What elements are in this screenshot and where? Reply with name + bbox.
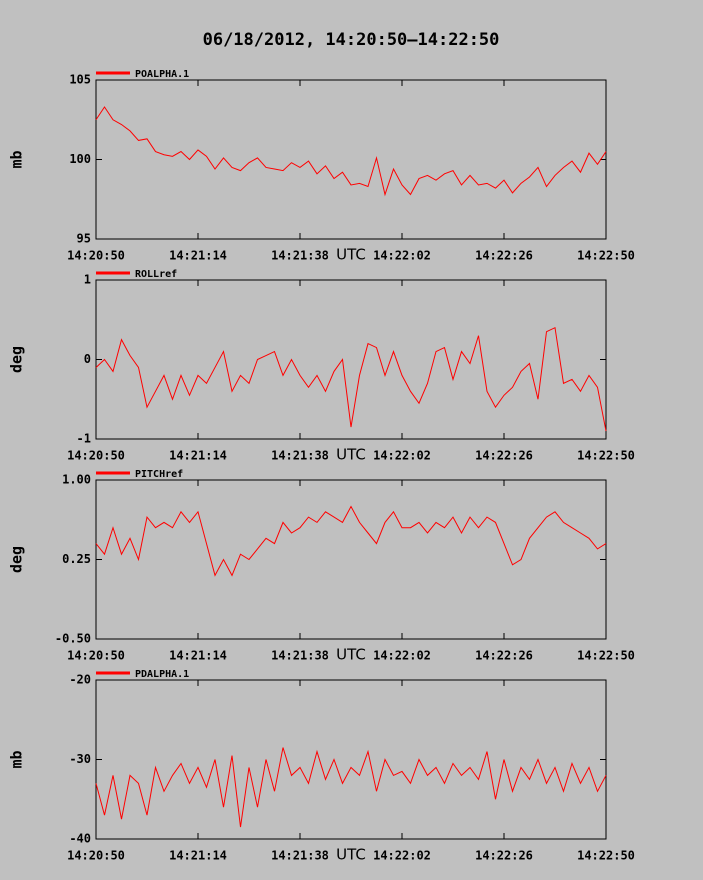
legend-label: POALPHA.1	[135, 69, 189, 80]
x-axis-label: UTC	[336, 246, 366, 264]
x-tick-label: 14:20:50	[67, 649, 125, 663]
plot-area	[95, 79, 607, 240]
y-tick-label: 0.25	[62, 552, 91, 566]
x-tick-label: 14:22:26	[475, 449, 533, 463]
figure-title: 06/18/2012, 14:20:50–14:22:50	[203, 30, 500, 50]
y-tick-label: 95	[77, 232, 91, 246]
x-tick-label: 14:21:38	[271, 249, 329, 263]
x-tick-label: 14:20:50	[67, 849, 125, 863]
x-tick-label: 14:22:50	[577, 649, 635, 663]
x-axis-label: UTC	[336, 446, 366, 464]
x-tick-label: 14:22:50	[577, 849, 635, 863]
y-tick-label: -1	[77, 432, 91, 446]
x-tick-label: 14:21:14	[169, 849, 227, 863]
x-tick-label: 14:20:50	[67, 449, 125, 463]
plot-area	[95, 279, 607, 440]
x-tick-label: 14:22:50	[577, 449, 635, 463]
y-tick-label: 105	[69, 73, 91, 87]
y-tick-label: 0	[84, 352, 91, 366]
y-tick-label: 1.00	[62, 473, 91, 487]
x-tick-label: 14:22:26	[475, 249, 533, 263]
x-tick-label: 14:21:38	[271, 449, 329, 463]
x-tick-label: 14:22:02	[373, 649, 431, 663]
x-tick-label: 14:22:26	[475, 649, 533, 663]
y-axis-label: mb	[8, 750, 26, 768]
x-tick-label: 14:20:50	[67, 249, 125, 263]
y-axis-label: deg	[8, 346, 26, 373]
y-axis-label: deg	[8, 546, 26, 573]
x-tick-label: 14:21:14	[169, 449, 227, 463]
x-tick-label: 14:21:14	[169, 649, 227, 663]
data-line	[95, 326, 607, 432]
y-tick-label: -0.50	[55, 632, 91, 646]
plot-area	[95, 679, 607, 840]
x-tick-label: 14:22:50	[577, 249, 635, 263]
legend-label: ROLLref	[135, 269, 177, 280]
y-tick-label: 1	[84, 273, 91, 287]
x-tick-label: 14:21:14	[169, 249, 227, 263]
x-tick-label: 14:21:38	[271, 849, 329, 863]
y-tick-label: 100	[69, 152, 91, 166]
x-tick-label: 14:22:02	[373, 849, 431, 863]
x-tick-label: 14:21:38	[271, 649, 329, 663]
x-axis-label: UTC	[336, 646, 366, 664]
x-tick-label: 14:22:02	[373, 449, 431, 463]
data-line	[95, 505, 607, 577]
legend-label: PDALPHA.1	[135, 669, 189, 680]
data-line	[95, 106, 607, 197]
y-axis-label: mb	[8, 150, 26, 168]
y-tick-label: -20	[69, 673, 91, 687]
x-tick-label: 14:22:02	[373, 249, 431, 263]
x-axis-label: UTC	[336, 846, 366, 864]
plot-area	[95, 479, 607, 640]
y-tick-label: -40	[69, 832, 91, 846]
y-tick-label: -30	[69, 752, 91, 766]
x-tick-label: 14:22:26	[475, 849, 533, 863]
legend-label: PITCHref	[135, 469, 183, 480]
data-line	[95, 747, 607, 828]
